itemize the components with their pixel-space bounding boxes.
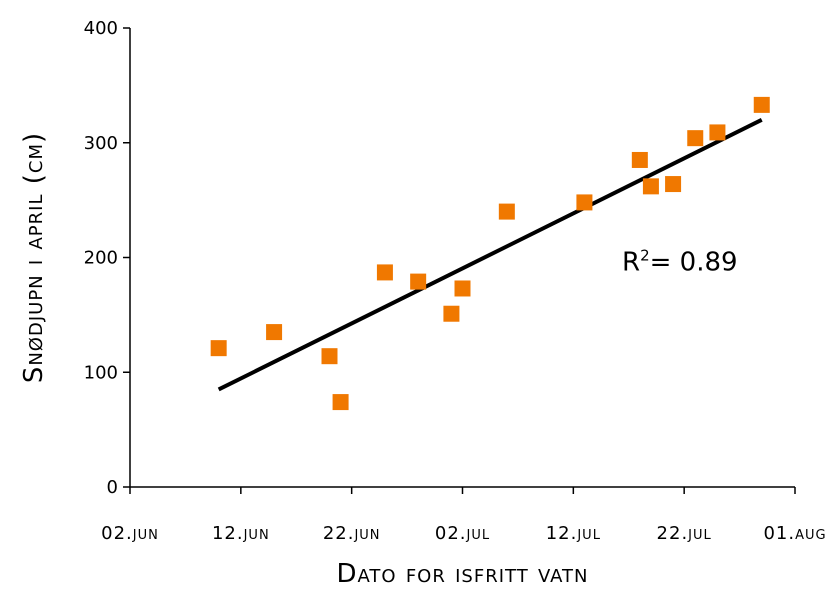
y-tick-label: 200 xyxy=(84,248,118,269)
data-point xyxy=(642,178,659,195)
data-point xyxy=(266,324,283,341)
x-axis-title: Dato for isfritt vatn xyxy=(336,559,588,589)
y-tick-label: 100 xyxy=(84,362,118,383)
x-tick-label: 01.aug xyxy=(763,523,826,544)
data-point xyxy=(709,124,726,141)
data-points xyxy=(210,96,770,411)
data-point xyxy=(631,151,648,168)
data-point xyxy=(576,194,593,211)
data-point xyxy=(687,130,704,147)
y-tick-label: 400 xyxy=(84,18,118,39)
r-squared-annotation: R2= 0.89 xyxy=(622,247,738,278)
x-tick-label: 02.jun xyxy=(101,523,159,544)
y-axis-title: Snødjupn i april (cm) xyxy=(19,132,49,383)
data-point xyxy=(454,280,471,297)
data-point xyxy=(210,340,227,357)
x-tick-label: 12.jul xyxy=(546,523,601,544)
data-point xyxy=(321,348,338,365)
r-squared-r: R xyxy=(622,248,640,278)
y-tick-label: 0 xyxy=(107,477,118,498)
data-point xyxy=(753,96,770,113)
y-tick-label: 300 xyxy=(84,133,118,154)
data-point xyxy=(332,394,349,411)
x-ticks: 02.jun 12.jun 22.jun 02.jul 12.jul 22.jul 01.a… xyxy=(101,487,826,544)
x-tick-label: 12.jun xyxy=(212,523,270,544)
x-tick-label: 22.jun xyxy=(323,523,381,544)
data-point xyxy=(376,264,393,281)
r-squared-superscript: 2 xyxy=(640,247,650,265)
data-point xyxy=(498,203,515,220)
data-point xyxy=(410,273,427,290)
trendline xyxy=(217,118,763,392)
x-tick-label: 22.jul xyxy=(657,523,712,544)
x-tick-label: 02.jul xyxy=(435,523,490,544)
data-point xyxy=(665,176,682,193)
data-point xyxy=(443,305,460,322)
y-ticks: 0 100 200 300 400 xyxy=(84,18,130,498)
r-squared-value: = 0.89 xyxy=(650,248,738,278)
trendline-group xyxy=(217,118,763,392)
